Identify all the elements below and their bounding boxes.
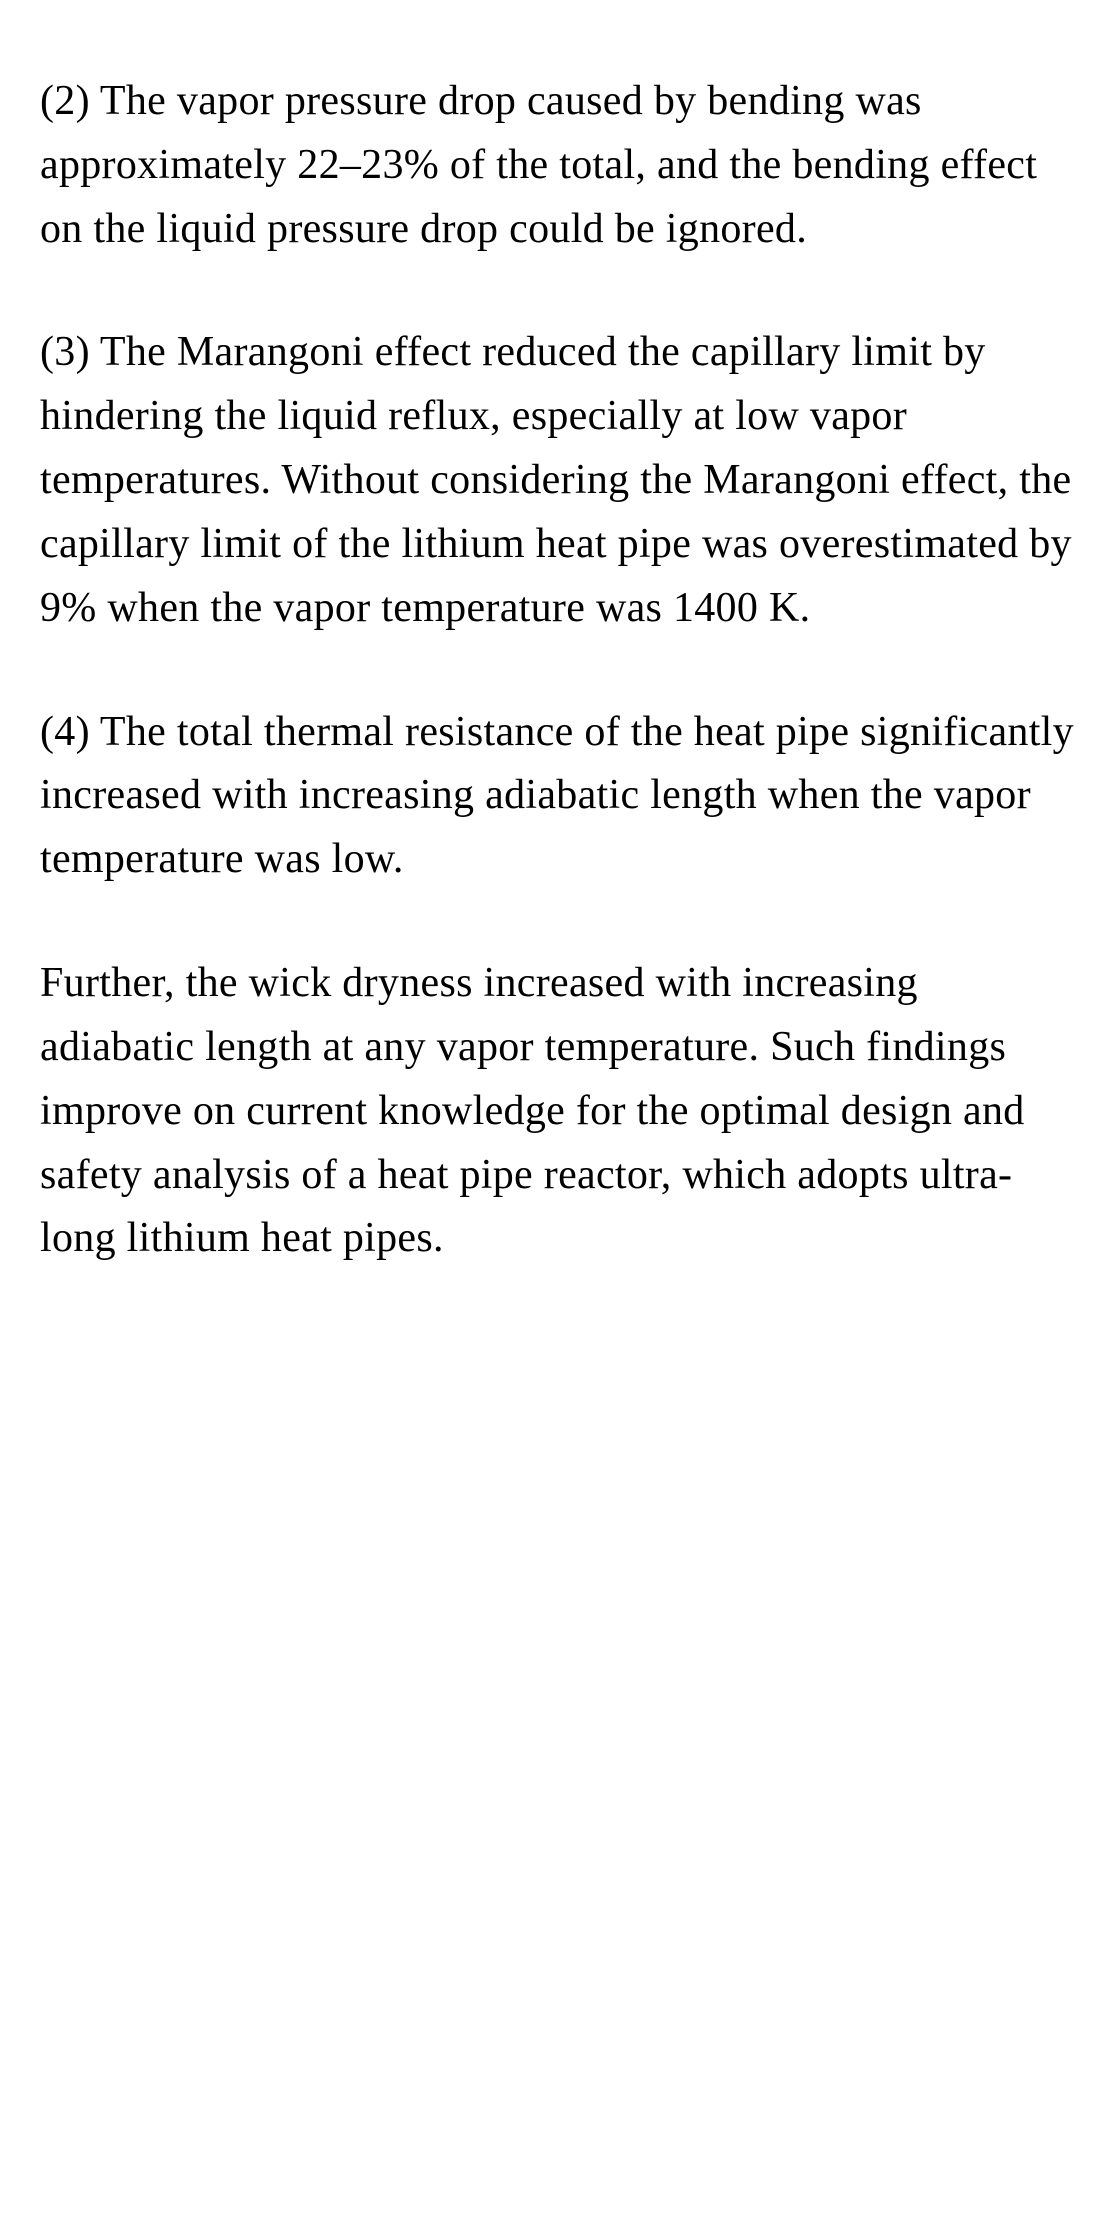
document-content: (2) The vapor pressure drop caused by be…: [40, 70, 1077, 1271]
paragraph-4: (4) The total thermal resistance of the …: [40, 701, 1077, 892]
paragraph-closing: Further, the wick dryness increased with…: [40, 952, 1077, 1271]
paragraph-3: (3) The Marangoni effect reduced the cap…: [40, 321, 1077, 640]
paragraph-2: (2) The vapor pressure drop caused by be…: [40, 70, 1077, 261]
